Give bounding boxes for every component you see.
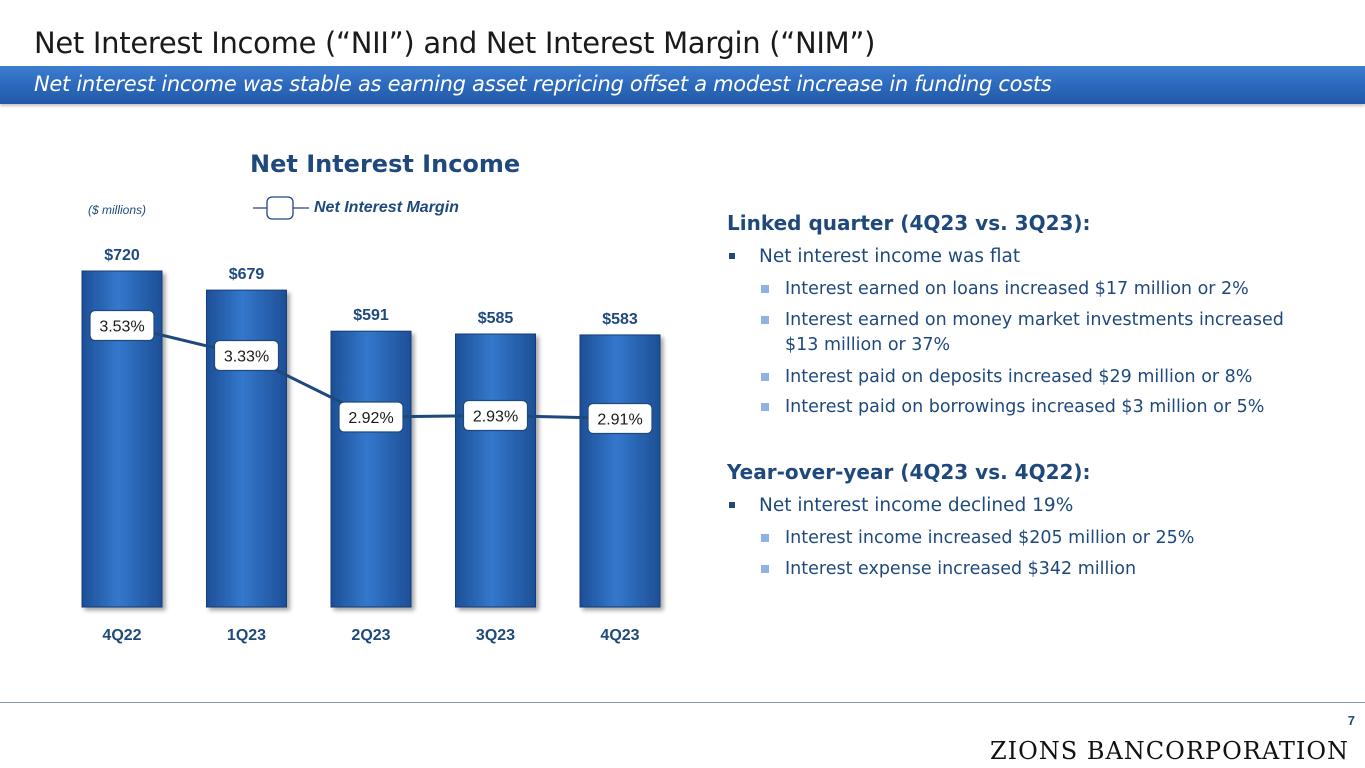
sub-bullet-text: Interest paid on borrowings increased $3… bbox=[785, 397, 1265, 417]
square-bullet-icon bbox=[761, 285, 769, 293]
nim-point: 2.93% bbox=[462, 399, 529, 432]
nim-point: 2.91% bbox=[587, 402, 653, 435]
legend-marker bbox=[253, 196, 309, 220]
bar-value-label: $591 bbox=[353, 307, 389, 324]
bar-value-label: $583 bbox=[602, 311, 638, 328]
x-tick-label: 3Q23 bbox=[476, 627, 515, 644]
nim-value-label: 2.91% bbox=[597, 412, 642, 429]
bar-3Q23 bbox=[455, 333, 536, 608]
chart-title: Net Interest Income bbox=[250, 150, 521, 178]
square-bullet-icon bbox=[761, 373, 769, 381]
bar-value-label: $585 bbox=[478, 310, 514, 327]
nii-chart: 3.53% 3.33% 2.92% 2.93% 2.91% $720 4Q22 $679 1Q… bbox=[81, 247, 661, 644]
square-bullet-icon bbox=[761, 316, 769, 324]
square-bullet-icon bbox=[761, 403, 769, 411]
page-number: 7 bbox=[1347, 713, 1355, 728]
nim-value-label: 3.53% bbox=[99, 319, 144, 336]
footer-divider bbox=[0, 702, 1365, 703]
subtitle-banner: Net interest income was stable as earnin… bbox=[0, 66, 1365, 104]
sub-bullet-text: Interest income increased $205 million o… bbox=[785, 528, 1195, 548]
bar-value-label: $720 bbox=[104, 247, 140, 264]
nim-value-label: 2.92% bbox=[348, 410, 393, 427]
sub-bullet-text: Interest earned on loans increased $17 m… bbox=[785, 279, 1249, 299]
bar-value-label: $679 bbox=[229, 266, 265, 283]
x-tick-label: 4Q22 bbox=[102, 627, 141, 644]
bar-2Q23 bbox=[330, 330, 412, 608]
slide-subtitle: Net interest income was stable as earnin… bbox=[34, 72, 1052, 96]
nim-point: 3.33% bbox=[213, 339, 280, 372]
nim-value-label: 2.93% bbox=[473, 409, 518, 426]
legend-label: Net Interest Margin bbox=[314, 199, 459, 216]
sub-bullet-text: Interest expense increased $342 million bbox=[785, 559, 1137, 579]
x-tick-label: 1Q23 bbox=[227, 627, 266, 644]
year-over-year-bullet-text: Net interest income declined 19% bbox=[759, 495, 1074, 516]
square-bullet-icon bbox=[761, 565, 769, 573]
company-logo: ZIONS BANCORPORATION bbox=[989, 737, 1349, 765]
nim-point: 3.53% bbox=[89, 309, 155, 342]
x-tick-label: 4Q23 bbox=[600, 627, 639, 644]
bar-1Q23 bbox=[206, 289, 287, 608]
bar-4Q23 bbox=[579, 334, 661, 608]
square-bullet-icon bbox=[729, 502, 735, 508]
square-bullet-icon bbox=[729, 253, 735, 259]
year-over-year-heading: Year-over-year (4Q23 vs. 4Q22): bbox=[727, 460, 1091, 484]
x-tick-label: 2Q23 bbox=[351, 627, 390, 644]
nim-value-label: 3.33% bbox=[224, 349, 269, 366]
sub-bullet-text: Interest paid on deposits increased $29 … bbox=[785, 367, 1253, 387]
linked-quarter-bullet-text: Net interest income was flat bbox=[759, 246, 1021, 267]
sub-bullet-text: Interest earned on money market investme… bbox=[785, 310, 1284, 355]
units-label: ($ millions) bbox=[88, 203, 147, 217]
linked-quarter-heading: Linked quarter (4Q23 vs. 3Q23): bbox=[727, 211, 1091, 235]
square-bullet-icon bbox=[761, 534, 769, 542]
nim-point: 2.92% bbox=[338, 401, 404, 433]
slide-title: Net Interest Income (“NII”) and Net Inte… bbox=[34, 26, 876, 60]
